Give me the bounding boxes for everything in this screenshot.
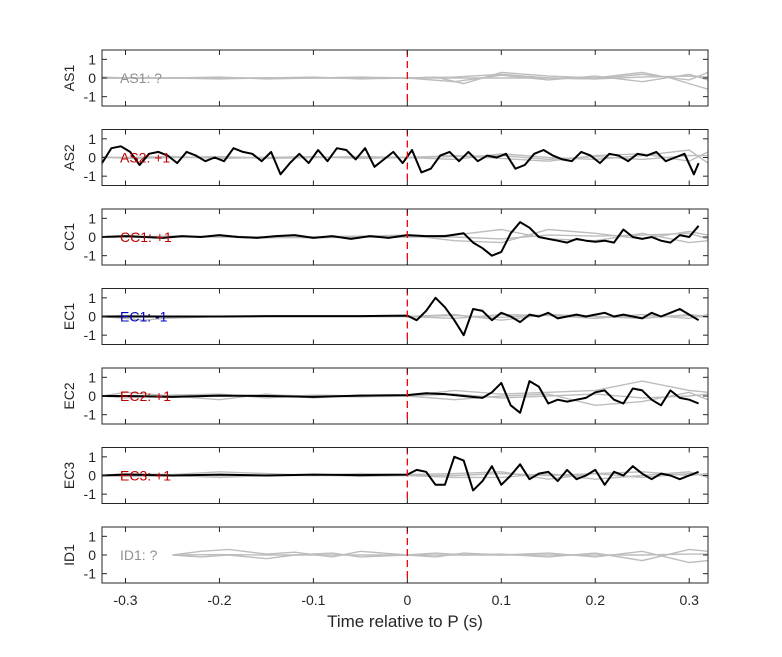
station-label: CC1 (61, 223, 77, 251)
panel-ec3: EC3: +1 -1 0 1 EC3 (61, 447, 709, 504)
y-tick-label: -1 (84, 486, 97, 502)
y-tick-label: 1 (88, 51, 96, 67)
polarity-annotation: EC3: +1 (120, 468, 171, 484)
traces (102, 296, 708, 337)
background-trace (102, 71, 708, 90)
y-tick-label: 0 (88, 309, 96, 325)
traces (102, 71, 708, 90)
x-tick-label: 0 (403, 592, 411, 608)
traces (102, 145, 708, 176)
y-tick-label: 1 (88, 369, 96, 385)
polarity-annotation: EC1: -1 (120, 309, 168, 325)
polarity-annotation: EC2: +1 (120, 388, 171, 404)
highlight-trace (102, 380, 699, 414)
polarity-annotation: AS1: ? (120, 70, 162, 86)
y-tick-label: -1 (84, 248, 97, 264)
background-trace (172, 548, 708, 562)
x-tick-label: -0.3 (113, 592, 137, 608)
polarity-annotation: ID1: ? (120, 547, 158, 563)
traces (102, 380, 708, 414)
highlight-trace (102, 296, 700, 337)
y-tick-label: 0 (88, 70, 96, 86)
panel-as1: AS1: ? -1 0 1 AS1 (61, 49, 709, 107)
y-tick-label: 1 (88, 210, 96, 226)
background-trace (172, 550, 708, 564)
y-tick-label: -1 (84, 566, 97, 582)
polarity-annotation: CC1: +1 (120, 229, 172, 245)
station-label: EC1 (61, 303, 77, 330)
y-tick-label: -1 (84, 89, 97, 105)
traces (102, 455, 708, 492)
traces (102, 221, 708, 257)
polarity-annotation: AS2: +1 (120, 150, 170, 166)
x-tick-label: 0.2 (586, 592, 606, 608)
highlight-trace (102, 221, 700, 257)
station-label: AS2 (61, 144, 77, 171)
y-tick-label: 1 (88, 449, 96, 465)
station-label: EC2 (61, 382, 77, 409)
y-tick-label: -1 (84, 168, 97, 184)
x-tick-label: 0.1 (492, 592, 512, 608)
panel-cc1: CC1: +1 -1 0 1 CC1 (61, 208, 709, 266)
y-tick-label: 1 (88, 528, 96, 544)
station-label: ID1 (61, 544, 77, 566)
highlight-trace (102, 145, 700, 176)
x-axis: -0.3 -0.2 -0.1 0 0.1 0.2 0.3 (113, 592, 699, 608)
y-tick-label: 1 (88, 290, 96, 306)
panel-id1: ID1: ? -1 0 1 ID1 (61, 526, 709, 584)
y-tick-label: 0 (88, 150, 96, 166)
y-tick-label: 0 (88, 229, 96, 245)
y-tick-label: 0 (88, 547, 96, 563)
x-tick-label: -0.1 (301, 592, 325, 608)
x-tick-label: 0.3 (679, 592, 699, 608)
traces (172, 548, 708, 564)
y-tick-label: 1 (88, 131, 96, 147)
background-trace (172, 553, 708, 556)
x-tick-label: -0.2 (207, 592, 231, 608)
panel-ec1: EC1: -1 -1 0 1 EC1 (61, 288, 709, 345)
panel-ec2: EC2: +1 -1 0 1 EC2 (61, 367, 709, 425)
panel-as2: AS2: +1 -1 0 1 AS2 (61, 129, 709, 186)
y-tick-label: 0 (88, 468, 96, 484)
station-label: EC3 (61, 462, 77, 489)
y-tick-label: -1 (84, 327, 97, 343)
y-tick-label: 0 (88, 388, 96, 404)
x-axis-label: Time relative to P (s) (327, 612, 483, 631)
highlight-trace (102, 455, 699, 492)
y-tick-label: -1 (84, 407, 97, 423)
station-label: AS1 (61, 65, 77, 92)
